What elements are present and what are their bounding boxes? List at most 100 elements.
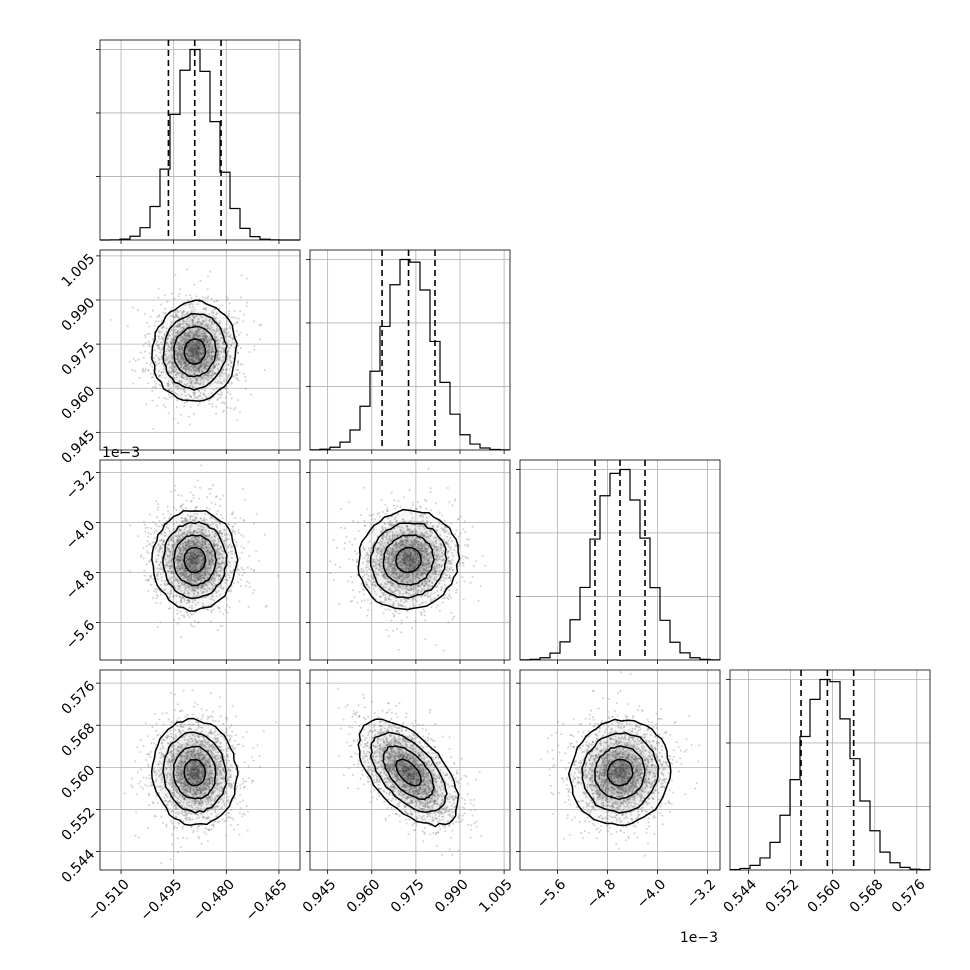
scatter-point bbox=[179, 322, 182, 325]
scatter-point bbox=[184, 365, 187, 368]
scatter-point bbox=[203, 340, 205, 342]
scatter-point bbox=[231, 528, 234, 531]
scatter-point bbox=[197, 334, 200, 337]
scatter-point bbox=[197, 355, 200, 358]
scatter-point bbox=[172, 528, 175, 531]
scatter-point bbox=[231, 341, 234, 344]
scatter-point bbox=[204, 307, 207, 310]
scatter-point bbox=[209, 359, 212, 362]
scatter-point bbox=[181, 349, 184, 352]
scatter-point bbox=[182, 614, 185, 617]
scatter-point bbox=[238, 573, 241, 576]
scatter-point bbox=[158, 396, 161, 399]
scatter-point bbox=[171, 328, 174, 331]
scatter-point bbox=[176, 344, 179, 347]
scatter-point bbox=[151, 386, 154, 389]
scatter-point bbox=[173, 370, 176, 373]
scatter-point bbox=[189, 347, 192, 350]
scatter-point bbox=[207, 352, 210, 355]
scatter-point bbox=[348, 501, 350, 504]
scatter-point bbox=[149, 364, 152, 366]
scatter-point bbox=[385, 629, 388, 632]
scatter-point bbox=[180, 335, 183, 338]
scatter-point bbox=[208, 508, 211, 511]
scatter-point bbox=[197, 328, 200, 331]
scatter-point bbox=[139, 351, 142, 354]
scatter-point bbox=[232, 530, 235, 533]
hist-frame-3 bbox=[729, 669, 931, 871]
scatter-point bbox=[191, 348, 194, 351]
scatter-point bbox=[226, 611, 229, 614]
scatter-point bbox=[156, 344, 159, 347]
scatter-point bbox=[189, 580, 192, 582]
scatter-point bbox=[160, 335, 163, 338]
scatter-point bbox=[385, 508, 388, 511]
scatter-point bbox=[199, 335, 202, 338]
scatter-point bbox=[166, 338, 168, 341]
scatter-point bbox=[194, 343, 197, 345]
scatter-point bbox=[213, 335, 216, 338]
scatter-point bbox=[241, 363, 244, 366]
scatter-point bbox=[175, 594, 178, 597]
scatter-point bbox=[176, 325, 179, 328]
scatter-point bbox=[176, 332, 179, 335]
scatter-point bbox=[181, 358, 184, 360]
scatter-point bbox=[143, 350, 146, 353]
scatter-point bbox=[192, 545, 195, 548]
scatter-point bbox=[190, 358, 193, 361]
scatter-point bbox=[206, 535, 208, 538]
scatter-point bbox=[160, 341, 163, 344]
scatter-point bbox=[168, 517, 171, 520]
scatter-point bbox=[179, 363, 182, 366]
scatter-point bbox=[231, 337, 234, 340]
scatter-point bbox=[206, 355, 209, 358]
scatter-point bbox=[232, 408, 235, 411]
scatter-point bbox=[171, 356, 174, 358]
scatter-point bbox=[187, 324, 190, 327]
scatter-point bbox=[174, 273, 177, 276]
scatter-point bbox=[163, 294, 166, 297]
scatter-point bbox=[176, 314, 179, 317]
scatter-point bbox=[192, 612, 195, 615]
scatter-point bbox=[216, 520, 219, 523]
scatter-point bbox=[213, 517, 216, 520]
scatter-point bbox=[156, 588, 159, 591]
scatter-point bbox=[229, 355, 232, 358]
scatter-point bbox=[174, 313, 177, 316]
scatter-point bbox=[180, 353, 183, 356]
scatter-point bbox=[177, 343, 179, 345]
scatter-point bbox=[216, 606, 219, 608]
scatter-point bbox=[182, 362, 185, 365]
histogram-3 bbox=[730, 678, 930, 871]
scatter-point bbox=[205, 323, 208, 326]
scatter-point bbox=[176, 354, 179, 357]
scatter-point bbox=[363, 593, 365, 596]
scatter-point bbox=[191, 344, 194, 347]
scatter-point bbox=[180, 366, 183, 369]
scatter-point bbox=[204, 573, 207, 576]
scatter-point bbox=[185, 518, 188, 521]
scatter-point bbox=[191, 341, 194, 344]
scatter-point bbox=[177, 422, 180, 425]
scatter-point bbox=[149, 372, 152, 375]
scatter-point bbox=[201, 363, 204, 366]
scatter-point bbox=[195, 377, 198, 380]
scatter-point bbox=[218, 566, 221, 569]
scatter-point bbox=[176, 535, 179, 538]
scatter-point bbox=[197, 555, 200, 558]
scatter-point bbox=[197, 389, 200, 392]
scatter-point bbox=[184, 362, 187, 365]
scatter-point bbox=[177, 561, 180, 564]
scatter-point bbox=[214, 330, 217, 333]
scatter-point bbox=[144, 523, 147, 526]
scatter-point bbox=[200, 531, 203, 534]
scatter-point bbox=[169, 513, 172, 516]
scatter-point bbox=[184, 368, 187, 371]
scatter-point bbox=[156, 316, 159, 319]
scatter-point bbox=[158, 314, 161, 316]
scatter-point bbox=[200, 555, 203, 558]
scatter-point bbox=[195, 353, 198, 356]
scatter-point bbox=[226, 579, 229, 581]
scatter-point bbox=[201, 553, 203, 556]
scatter-point bbox=[196, 562, 199, 565]
